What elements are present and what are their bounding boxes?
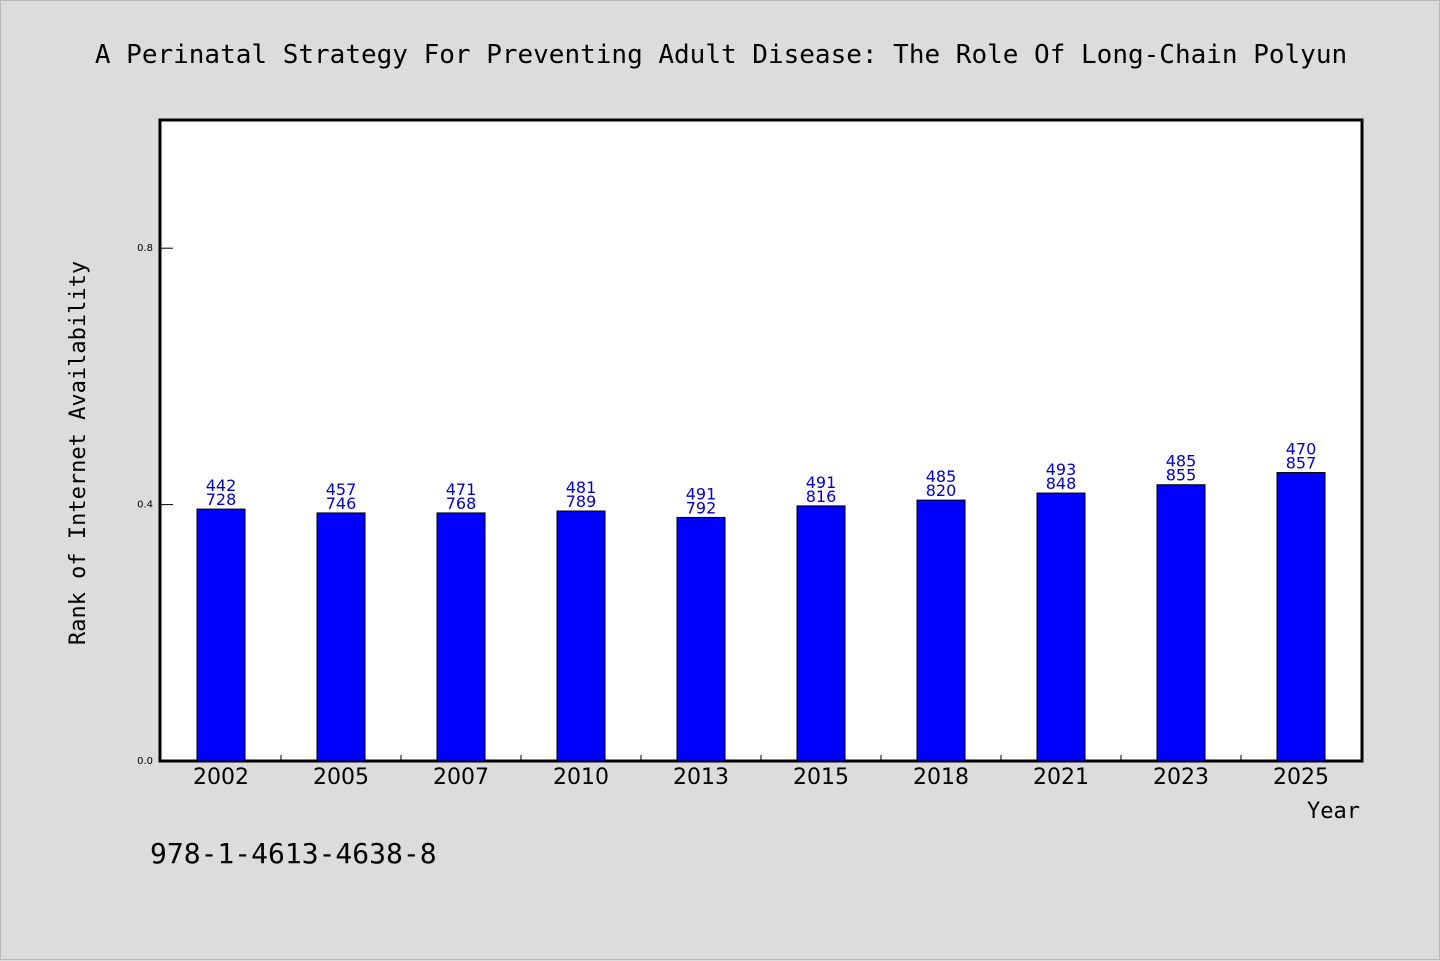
x-axis-label: Year (1307, 799, 1360, 824)
bar-data-label: 848 (1046, 474, 1077, 493)
bar-data-label: 471 (446, 480, 477, 499)
x-axis-ticks: 2002 2005 2007 2010 2013 2015 2018 2021 2023 2025 (193, 755, 1329, 790)
x-tick-label: 2023 (1153, 765, 1209, 790)
bars-group (196, 472, 1326, 762)
bar-data-label: 491 (806, 473, 837, 492)
bar-data-label: 768 (446, 494, 477, 513)
bar-2025 (1276, 472, 1326, 762)
bar-2015 (796, 505, 846, 762)
bar-2010 (556, 510, 606, 762)
y-axis-ticks: 0.0 0.4 0.8 (137, 243, 173, 767)
bar-2021 (1036, 492, 1086, 762)
bar-data-label: 485 (1166, 452, 1197, 471)
bar-data-label: 792 (686, 498, 717, 517)
x-tick-label: 2013 (673, 765, 729, 790)
bar-data-label: 855 (1166, 466, 1197, 485)
bar-data-label: 470 (1286, 440, 1317, 459)
isbn-text: 978-1-4613-4638-8 (150, 837, 437, 870)
bar-data-label: 816 (806, 487, 837, 506)
x-tick-label: 2005 (313, 765, 369, 790)
x-tick-label: 2015 (793, 765, 849, 790)
x-tick-label: 2007 (433, 765, 489, 790)
x-tick-label: 2002 (193, 765, 249, 790)
y-axis-label: Rank of Internet Availability (66, 261, 91, 645)
bar-data-label: 442 (206, 476, 237, 495)
x-tick-label: 2018 (913, 765, 969, 790)
bar-data-label: 857 (1286, 454, 1317, 473)
bar-data-label: 457 (326, 480, 357, 499)
bar-data-label: 728 (206, 490, 237, 509)
bar-2005 (316, 512, 366, 762)
x-tick-label: 2021 (1033, 765, 1089, 790)
bar-data-label: 789 (566, 492, 597, 511)
bar-2013 (676, 516, 726, 762)
bar-data-label: 746 (326, 494, 357, 513)
bar-2018 (916, 499, 966, 762)
x-tick-label: 2010 (553, 765, 609, 790)
y-tick-label: 0.8 (137, 243, 153, 254)
bar-data-label: 481 (566, 478, 597, 497)
bar-data-label: 493 (1046, 460, 1077, 479)
bar-2002 (196, 508, 246, 762)
y-tick-label: 0.4 (137, 500, 153, 511)
bar-data-label: 491 (686, 484, 717, 503)
y-tick-label: 0.0 (137, 756, 153, 767)
bar-2007 (436, 512, 486, 762)
x-tick-label: 2025 (1273, 765, 1329, 790)
bar-2023 (1156, 484, 1206, 762)
bar-data-label: 820 (926, 481, 957, 500)
chart-title: A Perinatal Strategy For Preventing Adul… (95, 40, 1347, 70)
bar-data-label: 485 (926, 467, 957, 486)
